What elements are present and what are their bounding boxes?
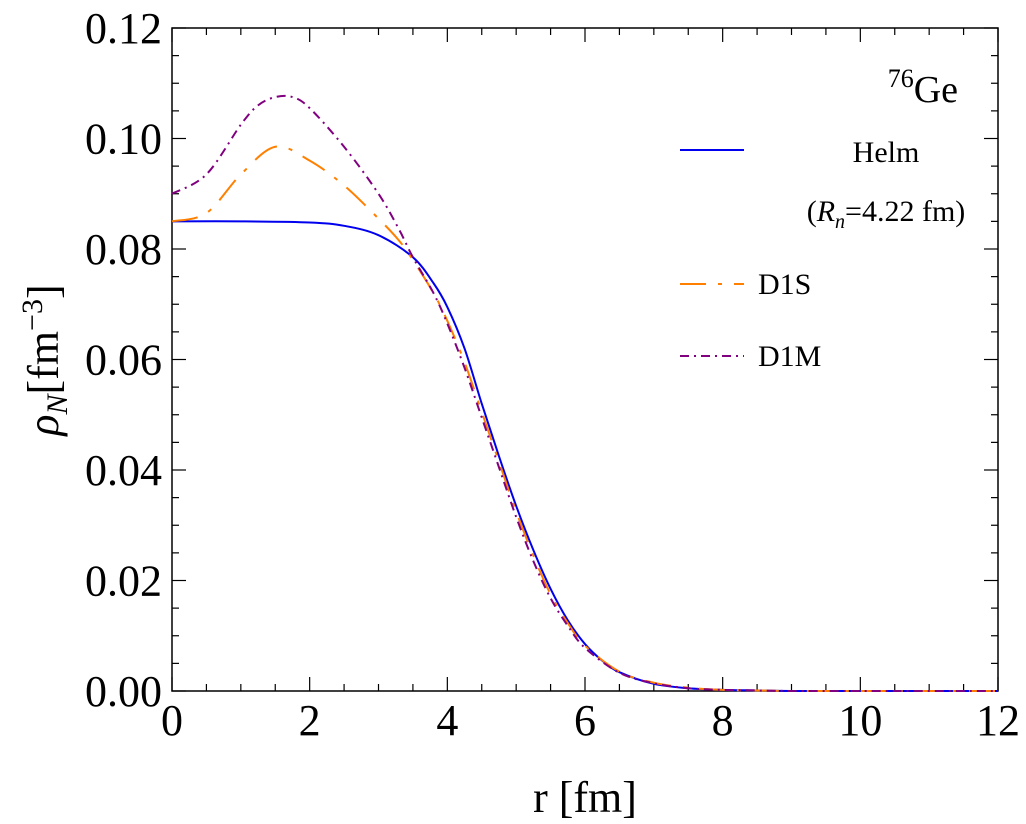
x-tick-label: 2 bbox=[299, 696, 321, 745]
y-tick-label: 0.00 bbox=[85, 667, 162, 716]
x-tick-label: 6 bbox=[574, 696, 596, 745]
x-tick-label: 10 bbox=[838, 696, 882, 745]
legend: Helm (Rn=4.22 fm) D1S D1M bbox=[680, 136, 965, 373]
plot-frame bbox=[171, 27, 999, 692]
legend-label-helm-radius: (Rn=4.22 fm) bbox=[807, 195, 966, 233]
series-line-d1s bbox=[171, 145, 998, 693]
nucleus-annotation: 76Ge bbox=[888, 64, 958, 111]
data-series bbox=[171, 94, 998, 693]
y-axis-label: ρN[fm−3] bbox=[16, 284, 74, 437]
y-tick-label: 0.06 bbox=[85, 336, 162, 385]
tick-marks bbox=[171, 27, 999, 692]
y-tick-label: 0.10 bbox=[85, 115, 162, 164]
y-tick-label: 0.04 bbox=[85, 446, 162, 495]
series-line-d1m bbox=[171, 94, 998, 693]
x-tick-label: 8 bbox=[712, 696, 734, 745]
tick-labels: 0 2 4 6 8 10 12 0.00 0.02 0.04 0.06 0.08 0.10 0.12 bbox=[85, 4, 1020, 745]
legend-label-d1s: D1S bbox=[758, 268, 811, 301]
x-axis-label: r [fm] bbox=[533, 773, 637, 822]
series-line-helm bbox=[171, 220, 998, 693]
x-tick-label: 4 bbox=[436, 696, 458, 745]
y-tick-label: 0.12 bbox=[85, 4, 162, 53]
legend-label-helm: Helm bbox=[853, 136, 920, 169]
x-tick-label: 12 bbox=[976, 696, 1020, 745]
y-tick-label: 0.02 bbox=[85, 557, 162, 606]
y-tick-label: 0.08 bbox=[85, 225, 162, 274]
legend-label-d1m: D1M bbox=[758, 340, 821, 373]
x-tick-label: 0 bbox=[161, 696, 183, 745]
